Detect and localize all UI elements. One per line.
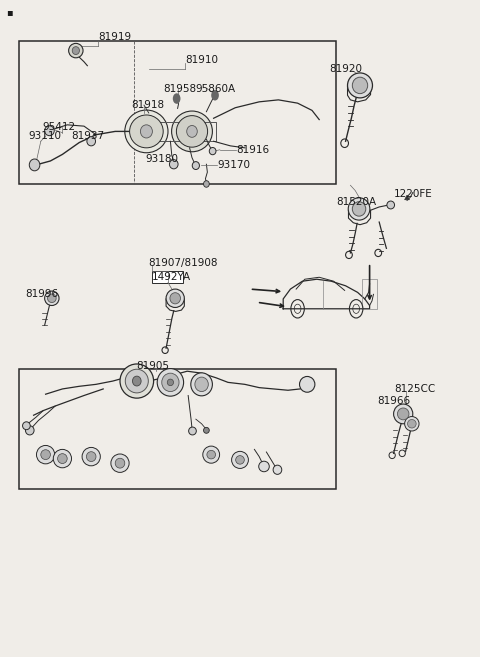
- Text: 81916: 81916: [236, 145, 269, 155]
- Ellipse shape: [236, 456, 244, 464]
- Ellipse shape: [125, 369, 148, 393]
- Polygon shape: [405, 195, 409, 200]
- Text: 81910: 81910: [185, 55, 218, 66]
- Text: 1220FE: 1220FE: [394, 189, 432, 200]
- Text: 81520A: 81520A: [336, 197, 376, 208]
- Text: 93170: 93170: [217, 160, 250, 170]
- Ellipse shape: [53, 449, 72, 468]
- Ellipse shape: [130, 115, 163, 148]
- Ellipse shape: [166, 289, 184, 307]
- Ellipse shape: [58, 453, 67, 464]
- Ellipse shape: [29, 159, 40, 171]
- Ellipse shape: [352, 202, 366, 216]
- Text: 93110: 93110: [29, 131, 62, 141]
- Ellipse shape: [82, 447, 100, 466]
- Ellipse shape: [45, 291, 59, 306]
- Ellipse shape: [204, 181, 209, 187]
- Text: 81920: 81920: [329, 64, 362, 74]
- Ellipse shape: [204, 428, 209, 434]
- Bar: [19, 369, 336, 489]
- Ellipse shape: [167, 379, 173, 386]
- Text: ▪: ▪: [6, 7, 12, 17]
- Text: 93180: 93180: [145, 154, 178, 164]
- Text: 81907/81908: 81907/81908: [148, 258, 217, 268]
- Ellipse shape: [140, 125, 153, 138]
- Circle shape: [211, 90, 219, 101]
- Bar: [152, 271, 183, 283]
- Text: 95412: 95412: [42, 122, 75, 133]
- Ellipse shape: [189, 427, 196, 435]
- Ellipse shape: [203, 446, 219, 463]
- Ellipse shape: [177, 116, 207, 147]
- Text: 81918: 81918: [132, 100, 165, 110]
- Ellipse shape: [192, 162, 199, 170]
- Ellipse shape: [172, 111, 212, 152]
- Ellipse shape: [397, 408, 409, 420]
- Ellipse shape: [36, 445, 55, 464]
- Ellipse shape: [41, 449, 50, 460]
- Ellipse shape: [111, 454, 129, 472]
- Circle shape: [173, 93, 180, 104]
- Text: 81966: 81966: [377, 396, 410, 406]
- Ellipse shape: [191, 373, 212, 396]
- Ellipse shape: [169, 160, 178, 169]
- Ellipse shape: [86, 452, 96, 462]
- Text: 81905: 81905: [136, 361, 169, 371]
- Ellipse shape: [348, 73, 372, 98]
- Ellipse shape: [187, 125, 197, 137]
- Ellipse shape: [162, 373, 179, 392]
- Ellipse shape: [408, 420, 416, 428]
- Ellipse shape: [300, 376, 315, 392]
- Ellipse shape: [352, 78, 368, 93]
- Ellipse shape: [170, 293, 180, 304]
- Ellipse shape: [273, 465, 282, 474]
- Ellipse shape: [405, 417, 419, 431]
- Ellipse shape: [23, 422, 30, 430]
- Ellipse shape: [207, 451, 216, 459]
- Ellipse shape: [87, 137, 96, 146]
- Ellipse shape: [120, 364, 154, 398]
- Ellipse shape: [72, 47, 79, 55]
- Ellipse shape: [231, 451, 249, 468]
- Bar: [19, 41, 336, 184]
- Ellipse shape: [115, 459, 125, 468]
- Ellipse shape: [132, 376, 141, 386]
- Ellipse shape: [48, 294, 56, 302]
- Ellipse shape: [348, 198, 370, 220]
- Text: 8125CC: 8125CC: [395, 384, 436, 394]
- Text: 81937: 81937: [71, 131, 104, 141]
- Ellipse shape: [45, 125, 54, 136]
- Text: 81919: 81919: [98, 32, 132, 42]
- Ellipse shape: [209, 148, 216, 155]
- Text: 81996: 81996: [25, 289, 58, 300]
- Ellipse shape: [125, 110, 168, 153]
- Ellipse shape: [69, 43, 83, 58]
- Text: 1492YA: 1492YA: [152, 272, 191, 283]
- Text: 81958: 81958: [163, 83, 196, 94]
- Bar: [362, 279, 377, 309]
- Ellipse shape: [387, 201, 395, 209]
- Ellipse shape: [25, 426, 34, 435]
- Ellipse shape: [195, 377, 208, 392]
- Ellipse shape: [394, 404, 413, 424]
- Ellipse shape: [157, 369, 183, 396]
- Text: 95860A: 95860A: [196, 83, 236, 94]
- Ellipse shape: [259, 461, 269, 472]
